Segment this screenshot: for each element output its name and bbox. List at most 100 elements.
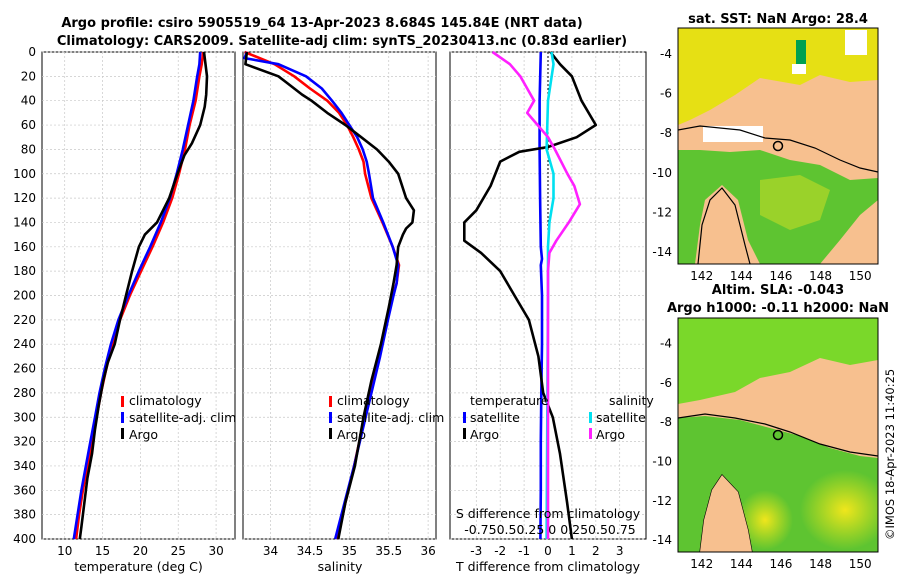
sla-eddy xyxy=(800,470,878,550)
x-tick-label: 35 xyxy=(342,544,357,558)
x-tick-label: 1 xyxy=(568,544,576,558)
sst-sea-north xyxy=(678,28,878,125)
sla-eddy xyxy=(737,490,793,550)
sla-sea-north xyxy=(678,318,878,404)
salinity-panel: 34 34.5 35 35.5 36 salinity climatology sate… xyxy=(242,50,444,574)
lon-tick-label: 142 xyxy=(690,557,713,571)
legend-climatology: climatology xyxy=(129,393,202,408)
x-tick-label: 10 xyxy=(57,544,72,558)
legend-argo: Argo xyxy=(337,427,366,442)
sst-coastline xyxy=(678,125,878,173)
lon-tick-label: 148 xyxy=(809,269,832,283)
depth-tick-label: 140 xyxy=(13,215,36,229)
argo-position-marker xyxy=(772,429,784,441)
legend-s-argo: Argo xyxy=(596,427,625,442)
legend-climatology: climatology xyxy=(337,393,410,408)
temperature-panel: 10 15 20 25 30 temperature (deg C) climatolo… xyxy=(41,51,236,574)
x-tick-label: 2 xyxy=(592,544,600,558)
x-tick-label: 36 xyxy=(420,544,435,558)
lat-tick-label: -10 xyxy=(652,166,672,180)
depth-tick-label: 80 xyxy=(21,142,36,156)
difference-x-ticks: -3 -2 -1 0 1 2 3 xyxy=(470,544,623,558)
sla-lat-ticks: -4 -6 -8 -10 -12 -14 xyxy=(652,337,672,548)
temperature-grid xyxy=(42,51,235,540)
x-tick-label: -2 xyxy=(494,544,506,558)
argo-position-marker xyxy=(772,140,784,152)
lat-tick-label: -4 xyxy=(660,47,672,61)
legend-s-satellite-marker xyxy=(589,412,592,423)
difference-panel: -3 -2 -1 0 1 2 3 T difference from climatology… xyxy=(449,50,654,574)
legend-satellite-adj: satellite-adj. clim xyxy=(337,410,444,425)
sst-missing-cell xyxy=(845,30,867,55)
sla-cape-land xyxy=(700,475,752,552)
depth-tick-label: 300 xyxy=(13,410,36,424)
depth-axis: 0 20 40 60 80 100 120 140 160 180 200 220 240 260 280 3… xyxy=(13,45,36,546)
depth-tick-label: 0 xyxy=(28,45,36,59)
temperature-series xyxy=(72,51,209,540)
sst-map-frame xyxy=(677,27,879,265)
lon-tick-label: 144 xyxy=(730,557,753,571)
depth-tick-label: 380 xyxy=(13,508,36,522)
lon-tick-label: 142 xyxy=(690,269,713,283)
series-argo xyxy=(244,51,416,540)
salinity-diff-axis-label: S difference from climatology xyxy=(456,506,641,521)
difference-series xyxy=(462,50,598,540)
depth-tick-label: 40 xyxy=(21,94,36,108)
salinity-x-ticks: 34 34.5 35 35.5 36 xyxy=(263,544,436,558)
sla-map-title-line1: Altim. SLA: -0.043 xyxy=(712,283,844,298)
lat-tick-label: -12 xyxy=(652,205,672,219)
lon-tick-label: 150 xyxy=(849,557,872,571)
legend-t-satellite-marker xyxy=(463,412,466,423)
depth-tick-label: 100 xyxy=(13,167,36,181)
x-tick-label: -3 xyxy=(470,544,482,558)
lon-tick-label: 148 xyxy=(809,557,832,571)
legend-argo-marker xyxy=(329,428,332,439)
lat-tick-label: -6 xyxy=(660,86,672,100)
sst-map-title: sat. SST: NaN Argo: 28.4 xyxy=(688,12,868,27)
legend-t-satellite: satellite xyxy=(470,410,520,425)
lat-tick-label: -12 xyxy=(652,494,672,508)
sla-map-title-line2: Argo h1000: -0.11 h2000: NaN xyxy=(667,301,889,316)
lon-tick-label: 150 xyxy=(849,269,872,283)
sla-map-frame xyxy=(677,317,879,553)
sla-coastline xyxy=(678,413,878,457)
depth-tick-label: 200 xyxy=(13,289,36,303)
depth-tick-label: 360 xyxy=(13,483,36,497)
depth-tick-label: 340 xyxy=(13,459,36,473)
legend-satellite-marker xyxy=(121,412,124,423)
depth-tick-label: 240 xyxy=(13,337,36,351)
difference-legend: temperature satellite Argo salinity sate… xyxy=(463,393,654,442)
legend-climatology-marker xyxy=(121,396,124,407)
lat-tick-label: -6 xyxy=(660,376,672,390)
lat-tick-label: -4 xyxy=(660,337,672,351)
series-satellite-adj-clim xyxy=(243,51,400,540)
legend-satellite-marker xyxy=(329,412,332,423)
depth-tick-label: 160 xyxy=(13,240,36,254)
sst-cell-dark xyxy=(796,40,806,66)
sst-coastline-cape xyxy=(697,187,751,264)
x-tick-label: 35.5 xyxy=(375,544,402,558)
figure-title-line1: Argo profile: csiro 5905519_64 13-Apr-20… xyxy=(61,16,582,31)
legend-s-argo-marker xyxy=(589,428,592,439)
lat-tick-label: -14 xyxy=(652,533,672,547)
sla-map: -4 -6 -8 -10 -12 -14 142 144 146 148 150 xyxy=(652,317,879,571)
depth-tick-label: 220 xyxy=(13,313,36,327)
sst-map: -4 -6 -8 -10 -12 -14 142 144 146 148 150 xyxy=(652,27,879,283)
salinity-legend: climatology satellite-adj. clim Argo xyxy=(329,393,444,442)
temperature-legend: climatology satellite-adj. clim Argo xyxy=(121,393,236,442)
legend-t-argo: Argo xyxy=(470,427,499,442)
salinity-grid xyxy=(243,51,436,540)
sst-missing-cell xyxy=(703,126,763,142)
figure-title-line2: Climatology: CARS2009. Satellite-adj cli… xyxy=(57,34,627,49)
legend-temperature-heading: temperature xyxy=(470,393,549,408)
depth-tick-label: 60 xyxy=(21,118,36,132)
legend-t-argo-marker xyxy=(463,428,466,439)
copyright-stamp: ©IMOS 18-Apr-2023 11:40:25 xyxy=(883,369,897,540)
x-tick-label: 0 xyxy=(544,544,552,558)
legend-salinity-heading: salinity xyxy=(609,393,654,408)
depth-tick-label: 20 xyxy=(21,69,36,83)
x-tick-label: -1 xyxy=(518,544,530,558)
lat-tick-label: -14 xyxy=(652,245,672,259)
sla-lon-ticks: 142 144 146 148 150 xyxy=(690,557,871,571)
depth-tick-label: 320 xyxy=(13,435,36,449)
